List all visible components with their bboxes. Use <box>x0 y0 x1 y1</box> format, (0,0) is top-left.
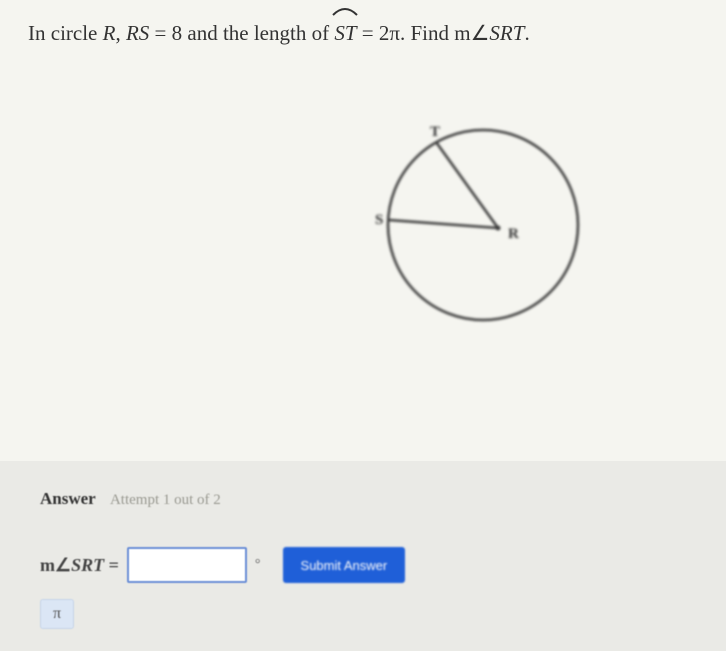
radius-rs <box>389 220 498 228</box>
eq1: = <box>149 21 171 45</box>
arc-value: 2π <box>379 21 400 45</box>
answer-row: m∠SRT = ° Submit Answer <box>40 547 686 583</box>
problem-statement: In circle R, RS = 8 and the length of ST… <box>28 18 698 50</box>
center-dot <box>496 225 501 230</box>
circle-name: R <box>103 21 116 45</box>
diagram-circle <box>388 130 578 320</box>
arc-label: ST <box>334 21 356 45</box>
text-prefix: In circle <box>28 21 103 45</box>
rs-value: 8 <box>172 21 183 45</box>
degree-symbol: ° <box>255 557 261 573</box>
angle-name: SRT <box>489 21 524 45</box>
text-mid: and the length of <box>182 21 334 45</box>
label-angle: SRT <box>71 555 104 575</box>
label-s: S <box>375 212 383 228</box>
text-suffix: . Find m∠ <box>400 21 489 45</box>
attempt-text: Attempt 1 out of 2 <box>110 492 221 508</box>
eq2: = <box>357 21 379 45</box>
label-eq: = <box>104 555 119 575</box>
label-r: R <box>508 226 519 242</box>
arc-symbol <box>331 5 359 17</box>
arc-label-wrap: ST <box>334 18 356 50</box>
answer-section: Answer Attempt 1 out of 2 m∠SRT = ° Subm… <box>0 461 726 651</box>
text-seg-prefix: , <box>115 21 126 45</box>
pi-button[interactable]: π <box>40 599 74 629</box>
label-t: T <box>430 124 440 140</box>
answer-input[interactable] <box>127 547 247 583</box>
answer-heading: Answer <box>40 489 96 508</box>
submit-button[interactable]: Submit Answer <box>283 547 406 583</box>
circle-diagram: R S T <box>358 110 588 340</box>
label-prefix: m∠ <box>40 555 71 575</box>
period: . <box>524 21 529 45</box>
radius-rt <box>436 142 498 228</box>
answer-header: Answer Attempt 1 out of 2 <box>40 489 686 509</box>
segment-name: RS <box>126 21 149 45</box>
answer-label: m∠SRT = <box>40 555 119 576</box>
